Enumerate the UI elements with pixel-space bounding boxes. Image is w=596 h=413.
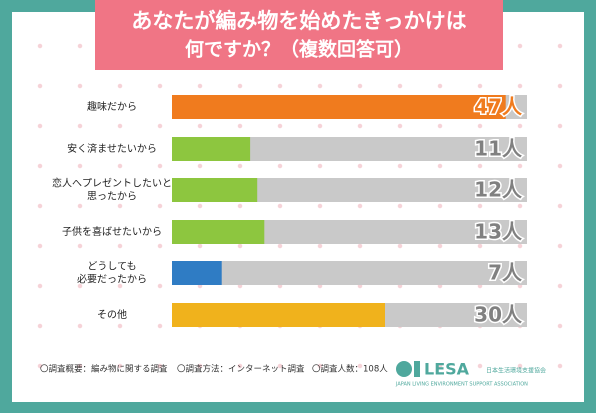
value-label: 47人 (474, 95, 523, 119)
bar (172, 261, 222, 285)
category-label: 子供を喜ばせたいから (62, 225, 162, 238)
bar (172, 137, 251, 161)
category-label: どうしても必要だったから (77, 261, 147, 286)
value-label: 30人 (474, 303, 523, 327)
category-label: その他 (97, 308, 127, 321)
bar (172, 220, 265, 244)
category-label: 趣味だから (87, 100, 137, 113)
value-label: 12人 (474, 178, 523, 202)
value-label: 11人 (474, 137, 523, 161)
value-label: 13人 (474, 220, 523, 244)
panel (12, 12, 584, 402)
logo-mark (396, 361, 412, 377)
chart-title: あなたが編み物を始めたきっかけは (131, 9, 466, 33)
category-label: 安く済ませたいから (67, 142, 157, 155)
logo-org: 日本生活環境支援協会 (486, 367, 546, 375)
note: 〇調査概要：編み物に関する調査 (40, 364, 168, 375)
bar (172, 178, 258, 202)
chart-title: 何ですか？（複数回答可） (185, 38, 413, 61)
bar (172, 95, 506, 119)
logo-org-en: JAPAN LIVING ENVIRONMENT SUPPORT ASSOCIA… (395, 382, 528, 388)
title-banner (95, 0, 503, 70)
note: 〇調査方法：インターネット調査 (177, 364, 305, 375)
note: 〇調査人数：108人 (312, 364, 388, 375)
logo-name: LESA (424, 360, 470, 379)
category-label: 恋人へプレゼントしたいと思ったから (52, 177, 172, 203)
value-label: 7人 (488, 261, 523, 285)
bar (172, 303, 385, 327)
bar-track (172, 261, 527, 285)
logo-mark (414, 361, 420, 377)
